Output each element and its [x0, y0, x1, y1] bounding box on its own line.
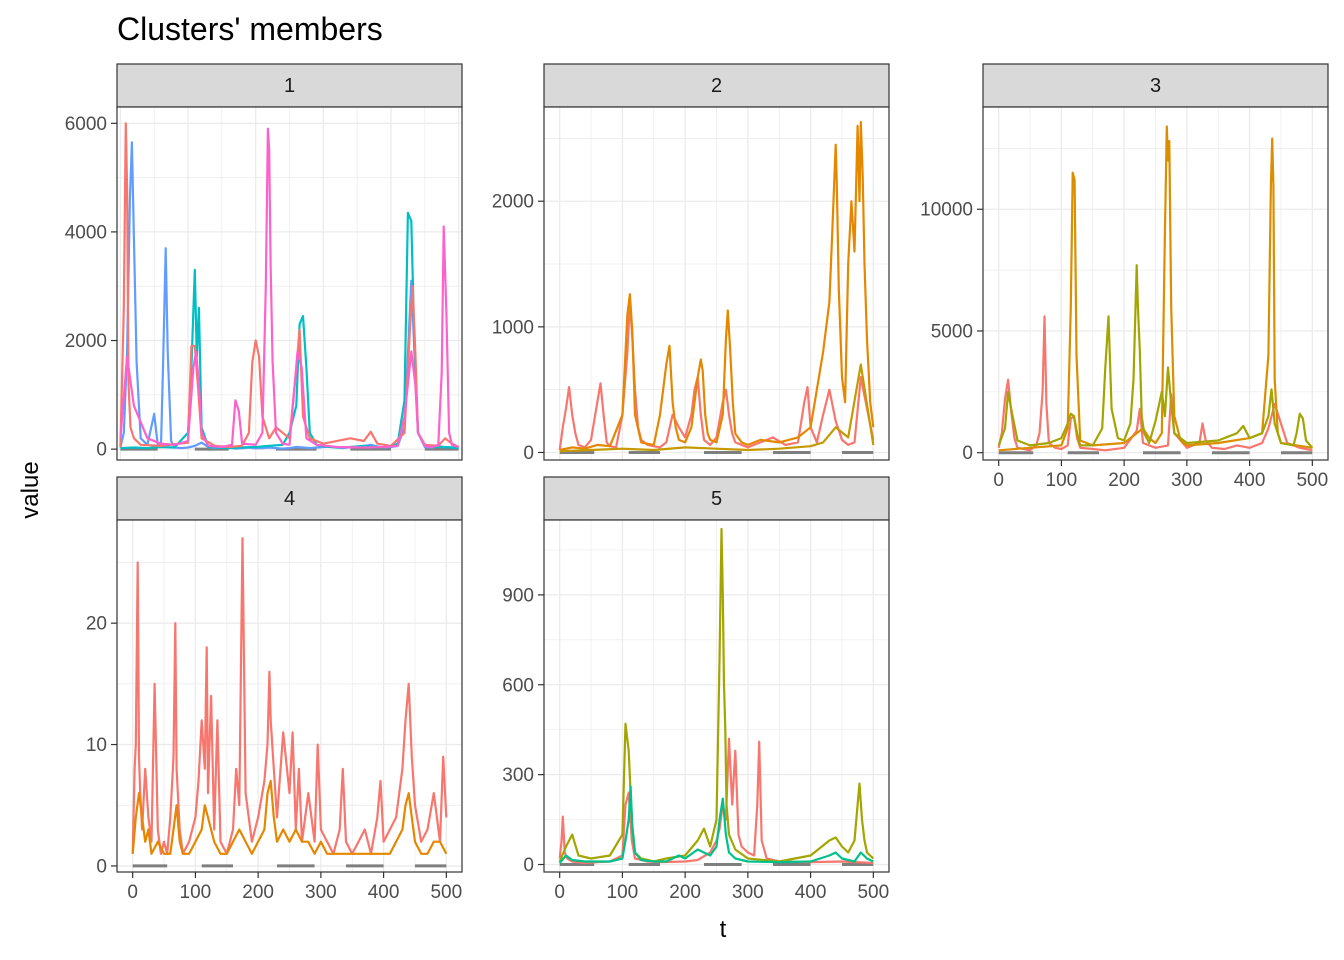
x-axis-title: t [720, 916, 727, 943]
chart-title: Clusters' members [117, 11, 383, 47]
facet-series-3 [997, 125, 1314, 455]
x-tick-label: 400 [368, 882, 400, 903]
facet-panel-1: 1 0 2000 4000 6000 [65, 63, 463, 461]
facet-border-2 [543, 106, 890, 461]
x-tick-label: 100 [180, 882, 212, 903]
y-tick-label: 5000 [931, 321, 973, 342]
facet-label-2: 2 [711, 75, 722, 97]
series-line-2 [120, 211, 459, 450]
series-line-1 [131, 537, 448, 855]
y-tick-label: 0 [96, 440, 107, 461]
x-tick-label: 200 [1108, 470, 1140, 491]
y-tick-label: 2000 [492, 192, 534, 213]
x-tick-label: 300 [1171, 470, 1203, 491]
facet-series-4 [131, 537, 448, 868]
x-tick-label: 400 [1234, 470, 1266, 491]
y-tick-label: 300 [502, 765, 534, 786]
facet-series-5 [558, 527, 875, 866]
facet-strip-2 [543, 63, 890, 108]
series-line-3 [119, 122, 460, 449]
x-tick-label: 100 [607, 882, 639, 903]
y-tick-label: 6000 [65, 114, 107, 135]
y-tick-label: 10 [86, 735, 107, 756]
facet-label-3: 3 [1150, 75, 1161, 97]
facet-axes-5: 0 300 600 900 0 100 200 300 400 500 [502, 585, 889, 903]
y-tick-label: 600 [502, 675, 534, 696]
y-axis-title: value [17, 461, 44, 518]
facet-grid-1 [117, 107, 462, 460]
series-line-3 [997, 264, 1314, 449]
series-line-4 [119, 127, 459, 449]
x-tick-label: 400 [795, 882, 827, 903]
facet-series-2 [558, 121, 875, 454]
series-line-2 [559, 121, 875, 452]
y-tick-label: 2000 [65, 331, 107, 352]
y-tick-label: 4000 [65, 222, 107, 243]
series-line-3 [558, 785, 874, 864]
facet-panel-3: 3 0 5000 10000 0 100 200 300 400 500 [920, 63, 1329, 491]
x-tick-label: 200 [242, 882, 274, 903]
facet-series-1 [119, 122, 460, 451]
x-tick-label: 500 [857, 882, 889, 903]
x-tick-label: 100 [1046, 470, 1078, 491]
facet-axes-1: 0 2000 4000 6000 [65, 114, 117, 461]
facet-strip-4 [116, 476, 463, 521]
facet-label-4: 4 [284, 488, 295, 510]
x-tick-label: 0 [554, 882, 565, 903]
x-tick-label: 300 [305, 882, 337, 903]
series-line-1 [558, 737, 874, 865]
facet-border-3 [982, 106, 1329, 461]
facet-label-1: 1 [284, 75, 295, 97]
facet-axes-3: 0 5000 10000 0 100 200 300 400 500 [920, 200, 1328, 491]
y-tick-label: 0 [523, 855, 534, 876]
x-tick-label: 500 [430, 882, 462, 903]
x-tick-label: 300 [732, 882, 764, 903]
series-line-2 [131, 779, 448, 855]
facet-border-1 [116, 106, 463, 461]
y-tick-label: 20 [86, 614, 107, 635]
facet-border-5 [543, 519, 890, 873]
series-line-1 [558, 300, 875, 451]
facet-strip-3 [982, 63, 1329, 108]
series-line-2 [558, 527, 875, 863]
y-tick-label: 0 [523, 443, 534, 464]
x-tick-label: 500 [1296, 470, 1328, 491]
y-tick-label: 10000 [920, 200, 973, 221]
facet-strip-1 [116, 63, 463, 108]
y-tick-label: 0 [962, 443, 973, 464]
series-line-1 [997, 315, 1313, 452]
facet-panel-2: 2 0 1000 2000 [492, 63, 890, 464]
x-tick-label: 0 [127, 882, 138, 903]
facet-border-4 [116, 519, 463, 873]
facet-panel-5: 5 0 300 600 900 0 100 200 300 400 500 [502, 476, 890, 903]
facet-label-5: 5 [711, 488, 722, 510]
x-tick-label: 0 [993, 470, 1004, 491]
series-line-2 [998, 125, 1313, 452]
y-tick-label: 0 [96, 856, 107, 877]
x-tick-label: 200 [669, 882, 701, 903]
facet-axes-2: 0 1000 2000 [492, 192, 544, 464]
y-tick-label: 900 [502, 585, 534, 606]
facet-strip-5 [543, 476, 890, 521]
series-line-3 [559, 363, 875, 453]
y-tick-label: 1000 [492, 317, 534, 338]
